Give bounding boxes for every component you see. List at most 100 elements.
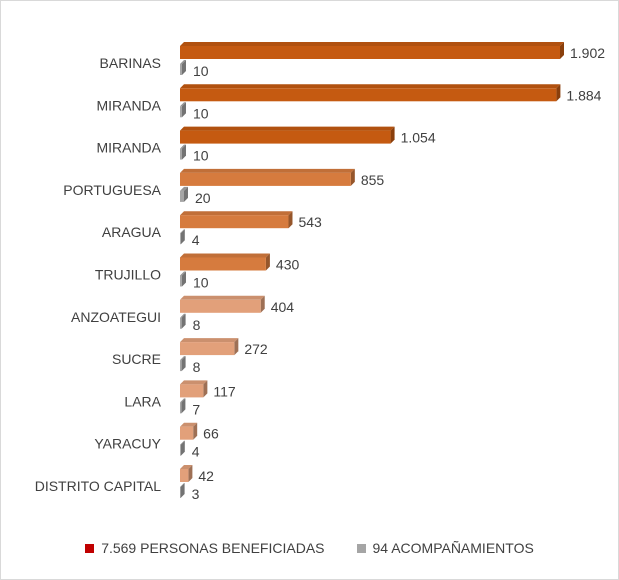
bar-acompanamientos-miranda-1-side xyxy=(181,102,186,118)
bar-acompanamientos-lara-8-front xyxy=(180,402,182,414)
legend-item-acompanamientos: 94 ACOMPAÑAMIENTOS xyxy=(356,540,534,556)
value-label-acompanamientos-miranda-2: 10 xyxy=(193,148,209,164)
value-label-beneficiadas-lara-8: 117 xyxy=(213,383,236,399)
legend-swatch-acompanamientos xyxy=(356,543,366,553)
bar-beneficiadas-yaracuy-9-top xyxy=(180,422,198,427)
bar-beneficiadas-aragua-4-front xyxy=(180,215,289,229)
value-label-beneficiadas-yaracuy-9: 66 xyxy=(203,426,219,442)
category-label-portuguesa-3: PORTUGUESA xyxy=(63,182,161,198)
legend-label-acompanamientos: 94 ACOMPAÑAMIENTOS xyxy=(372,540,534,556)
bar-beneficiadas-miranda-1-side xyxy=(556,84,561,102)
bar-acompanamientos-trujillo-5-side xyxy=(181,271,186,287)
bar-acompanamientos-distrito-capital-10-side xyxy=(180,483,185,498)
category-label-aragua-4: ARAGUA xyxy=(102,224,162,240)
bar-beneficiadas-lara-8-front xyxy=(180,384,204,398)
bar-beneficiadas-anzoategui-6-top xyxy=(180,295,265,300)
bar-acompanamientos-lara-8-side xyxy=(181,398,186,414)
value-label-beneficiadas-barinas-0: 1.902 xyxy=(570,45,605,61)
bar-acompanamientos-barinas-0-top xyxy=(180,60,186,64)
category-label-miranda-2: MIRANDA xyxy=(96,140,161,156)
value-label-acompanamientos-lara-8: 7 xyxy=(192,401,200,417)
value-label-beneficiadas-trujillo-5: 430 xyxy=(276,257,300,273)
bar-beneficiadas-aragua-4-top xyxy=(180,211,293,216)
bar-beneficiadas-portuguesa-3-top xyxy=(180,168,355,173)
category-label-trujillo-5: TRUJILLO xyxy=(95,267,161,283)
value-label-beneficiadas-distrito-capital-10: 42 xyxy=(198,468,214,484)
bar-beneficiadas-trujillo-5-side xyxy=(265,253,270,271)
bar-acompanamientos-trujillo-5-top xyxy=(180,271,186,276)
bar-acompanamientos-sucre-7-top xyxy=(180,356,186,361)
bar-beneficiadas-portuguesa-3-side xyxy=(350,168,355,186)
bar-acompanamientos-distrito-capital-10-front xyxy=(180,487,181,498)
bar-beneficiadas-trujillo-5-front xyxy=(180,257,266,271)
value-label-beneficiadas-miranda-2: 1.054 xyxy=(401,130,436,146)
bar-beneficiadas-miranda-2-front xyxy=(180,130,391,144)
bar-acompanamientos-lara-8-top xyxy=(180,398,186,403)
bar-beneficiadas-yaracuy-9-side xyxy=(193,422,198,440)
bar-beneficiadas-sucre-7-front xyxy=(180,342,235,356)
value-label-acompanamientos-yaracuy-9: 4 xyxy=(192,444,200,460)
bar-acompanamientos-miranda-2-front xyxy=(180,148,182,160)
bar-acompanamientos-barinas-0-front xyxy=(180,64,182,75)
bar-acompanamientos-sucre-7-front xyxy=(180,360,182,372)
bar-acompanamientos-aragua-4-front xyxy=(180,233,181,245)
bar-beneficiadas-anzoategui-6-side xyxy=(260,295,265,313)
bar-beneficiadas-sucre-7-top xyxy=(180,338,239,343)
legend-item-beneficiadas: 7.569 PERSONAS BENEFICIADAS xyxy=(85,540,325,556)
bar-acompanamientos-anzoategui-6-top xyxy=(180,313,186,318)
bar-beneficiadas-trujillo-5-top xyxy=(180,253,270,258)
bar-acompanamientos-yaracuy-9-top xyxy=(180,440,185,445)
category-label-distrito-capital-10: DISTRITO CAPITAL xyxy=(35,478,161,494)
value-label-acompanamientos-barinas-0: 10 xyxy=(193,63,209,79)
bar-beneficiadas-barinas-0-front xyxy=(180,46,560,59)
bar-beneficiadas-miranda-1-front xyxy=(180,88,557,102)
bar-beneficiadas-lara-8-top xyxy=(180,380,208,385)
value-label-acompanamientos-sucre-7: 8 xyxy=(193,359,201,375)
bar-acompanamientos-distrito-capital-10-top xyxy=(180,483,185,487)
value-label-acompanamientos-anzoategui-6: 8 xyxy=(193,317,201,333)
bar-acompanamientos-miranda-1-top xyxy=(180,102,186,107)
legend: 7.569 PERSONAS BENEFICIADAS 94 ACOMPAÑAM… xyxy=(1,540,618,556)
bar-acompanamientos-miranda-2-top xyxy=(180,144,186,149)
bar-acompanamientos-yaracuy-9-side xyxy=(180,440,185,456)
bar-beneficiadas-distrito-capital-10-side xyxy=(188,465,193,482)
bar-acompanamientos-aragua-4-top xyxy=(180,229,185,234)
bar-acompanamientos-anzoategui-6-front xyxy=(180,317,182,329)
bar-acompanamientos-miranda-1-front xyxy=(180,106,182,118)
bar-acompanamientos-trujillo-5-front xyxy=(180,275,182,287)
bar-beneficiadas-aragua-4-side xyxy=(288,211,293,229)
category-label-sucre-7: SUCRE xyxy=(112,351,161,367)
bar-acompanamientos-yaracuy-9-front xyxy=(180,444,181,456)
bar-beneficiadas-miranda-2-top xyxy=(180,126,395,131)
bar-beneficiadas-barinas-0-side xyxy=(560,42,564,59)
bar-acompanamientos-sucre-7-side xyxy=(181,356,186,372)
bar-acompanamientos-portuguesa-3-front xyxy=(180,190,184,202)
category-label-lara-8: LARA xyxy=(124,393,161,409)
category-label-miranda-1: MIRANDA xyxy=(96,97,161,113)
bar-acompanamientos-portuguesa-3-top xyxy=(180,186,188,191)
value-label-beneficiadas-aragua-4: 543 xyxy=(298,214,322,230)
category-label-yaracuy-9: YARACUY xyxy=(94,436,161,452)
bar-beneficiadas-lara-8-side xyxy=(203,380,208,398)
bar-beneficiadas-barinas-0-top xyxy=(180,42,564,46)
value-label-acompanamientos-trujillo-5: 10 xyxy=(193,275,209,291)
value-label-beneficiadas-anzoategui-6: 404 xyxy=(271,299,295,315)
bar-beneficiadas-portuguesa-3-front xyxy=(180,172,351,186)
value-label-acompanamientos-miranda-1: 10 xyxy=(193,105,209,121)
value-label-beneficiadas-portuguesa-3: 855 xyxy=(361,172,385,188)
value-label-acompanamientos-aragua-4: 4 xyxy=(192,232,200,248)
bar-beneficiadas-yaracuy-9-front xyxy=(180,426,194,440)
bar-beneficiadas-sucre-7-side xyxy=(234,338,239,356)
bar-beneficiadas-distrito-capital-10-front xyxy=(180,469,189,482)
bar-acompanamientos-aragua-4-side xyxy=(180,229,185,245)
value-label-beneficiadas-miranda-1: 1.884 xyxy=(566,87,601,103)
legend-label-beneficiadas: 7.569 PERSONAS BENEFICIADAS xyxy=(101,540,325,556)
legend-swatch-beneficiadas xyxy=(85,543,95,553)
value-label-acompanamientos-distrito-capital-10: 3 xyxy=(192,486,200,502)
bar-acompanamientos-anzoategui-6-side xyxy=(181,313,186,329)
value-label-beneficiadas-sucre-7: 272 xyxy=(244,341,268,357)
bar-beneficiadas-anzoategui-6-front xyxy=(180,299,261,313)
bar-beneficiadas-distrito-capital-10-top xyxy=(180,465,193,469)
category-label-barinas-0: BARINAS xyxy=(100,55,161,71)
